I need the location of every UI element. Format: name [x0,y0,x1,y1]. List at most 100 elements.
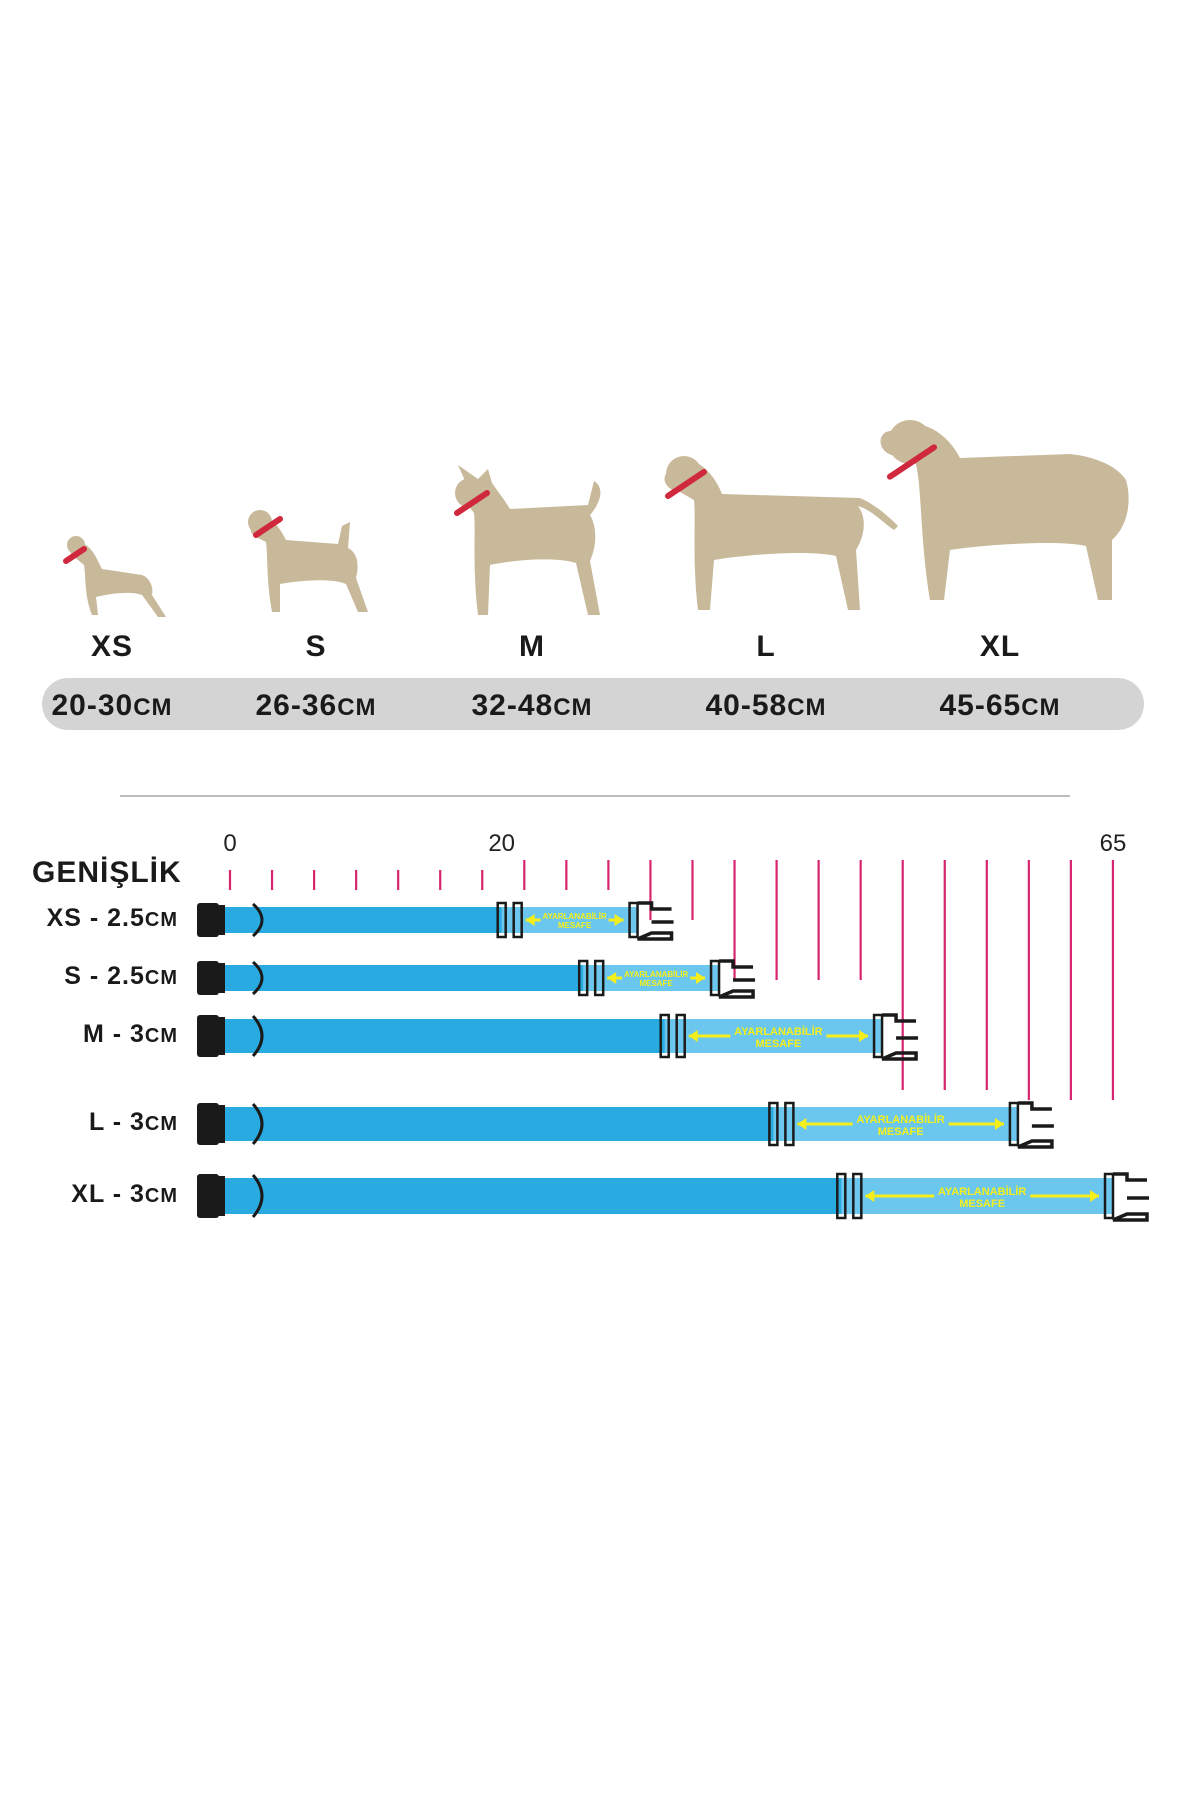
arrow-left-icon [607,972,617,984]
band-label-pad [622,967,691,989]
band-label-line1: AYARLANABİLİR [734,1025,822,1038]
arrow-left-icon [797,1118,807,1130]
buckle-left-icon [197,903,219,937]
dog-silhouettes [63,420,1129,617]
arrow-left-icon [865,1190,875,1202]
d-ring-icon [251,1102,264,1146]
dog-m-icon [455,465,601,615]
range-value: 32-48 [471,689,554,722]
slider-icon [628,901,639,939]
band-label-line2: MESAFE [639,979,673,988]
range-unit: CM [1021,694,1061,721]
buckle-right-icon [1017,1101,1054,1149]
range-unit: CM [787,694,827,721]
slider-icon [1103,1172,1115,1220]
arrow-right-icon [696,972,706,984]
slider-icon [768,1101,779,1147]
slider-icon [577,959,589,997]
scale-tick-label: 65 [1099,830,1127,857]
size-range-s: 26-36CM [216,689,416,723]
collar-unit-text: CM [144,1025,178,1047]
range-value: 45-65 [939,689,1022,722]
size-range-bar [42,678,1144,730]
buckle-right-icon [1112,1172,1149,1222]
collar-unit-text: CM [144,967,178,989]
size-range-m: 32-48CM [432,689,632,723]
band-label-pad [540,909,609,931]
buckle-right-icon [636,901,674,941]
range-value: 20-30 [51,689,134,722]
slider-icon [496,901,507,939]
collar-unit-text: CM [144,1185,178,1207]
arrow-right-icon [1090,1190,1099,1202]
dog-collar-s [253,516,283,538]
buckle-left-edge [219,1176,225,1216]
buckle-left-icon [197,1015,219,1057]
collar-row-label: XS - 2.5CM [8,904,178,933]
dog-l-icon [664,456,898,610]
band-label-line2: MESAFE [755,1038,801,1050]
slider-icon [852,1172,863,1220]
size-label-xs: XS [90,630,134,663]
slider-icon [784,1101,795,1147]
collar-row-label: L - 3CM [8,1108,178,1137]
dog-collar-xs [63,546,87,564]
d-ring-icon [251,902,264,938]
buckle-left-icon [197,961,219,995]
collar-size-text: S - 2.5 [64,962,145,990]
slider-icon [675,1013,686,1059]
collar-row-label: S - 2.5CM [8,962,178,991]
dog-collar-m [454,490,490,516]
collar-size-text: XS - 2.5 [46,904,145,932]
size-label-l: L [756,630,776,663]
buckle-left-edge [219,1017,225,1055]
divider [120,795,1070,797]
collar-size-text: XL - 3 [71,1180,145,1208]
arrow-left-icon [525,914,535,926]
collar-size-text: M - 3 [82,1020,145,1048]
arrow-left-icon [688,1030,698,1042]
width-title: GENİŞLİK [32,856,182,889]
slider-icon [659,1013,670,1059]
buckle-left-edge [219,1105,225,1143]
band-label-pad [934,1180,1031,1212]
slider-icon [1008,1101,1020,1147]
size-label-m: M [519,630,545,663]
buckle-left-icon [197,1174,219,1218]
slider-icon [709,959,721,997]
range-value: 40-58 [705,689,788,722]
buckle-right-icon [881,1013,919,1061]
slider-icon [872,1013,884,1059]
scale-tick-label: 0 [223,830,237,857]
band-label-pad [852,1109,949,1139]
buckle-left-edge [219,905,225,935]
slider-icon [836,1172,847,1220]
band-label-line2: MESAFE [558,921,592,930]
dog-collar-xl [887,444,937,480]
dog-collar-l [665,469,707,499]
range-unit: CM [553,694,593,721]
band-label-line1: AYARLANABİLİR [938,1185,1026,1198]
arrow-right-icon [994,1118,1004,1130]
band-label-line1: AYARLANABİLİR [856,1113,944,1126]
buckle-left-edge [219,963,225,993]
band-label-line2: MESAFE [959,1198,1005,1210]
collar-length-chart: AYARLANABİLİRMESAFEAYARLANABİLİRMESAFEAY… [197,860,1149,1222]
buckle-right-icon [718,959,756,999]
size-range-xl: 45-65CM [900,689,1100,723]
range-unit: CM [133,694,173,721]
collar-unit-text: CM [144,1113,178,1135]
d-ring-icon [251,960,264,996]
band-label-line2: MESAFE [878,1126,924,1138]
slider-icon [593,959,605,997]
collar-unit-text: CM [144,909,178,931]
size-label-s: S [305,630,327,663]
range-unit: CM [337,694,377,721]
buckle-left-icon [197,1103,219,1145]
size-range-xs: 20-30CM [12,689,212,723]
